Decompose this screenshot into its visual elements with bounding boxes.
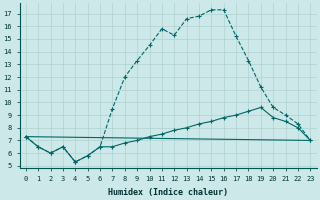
X-axis label: Humidex (Indice chaleur): Humidex (Indice chaleur)	[108, 188, 228, 197]
